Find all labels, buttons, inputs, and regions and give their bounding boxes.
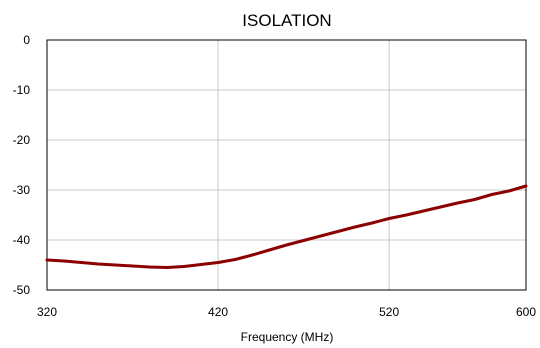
x-axis-label: Frequency (MHz)	[241, 330, 334, 344]
chart-title: ISOLATION	[242, 11, 331, 30]
series-line	[45, 184, 528, 269]
y-tick-label: -40	[13, 233, 31, 247]
y-tick-label: -30	[13, 183, 31, 197]
plot-area: 0 -10 -20 -30 -40 -50 320 420 520 600	[13, 33, 537, 319]
y-tick-label: -50	[13, 283, 31, 297]
x-tick-label: 600	[516, 305, 536, 319]
plot-frame	[46, 39, 527, 291]
y-tick-label: -10	[13, 83, 31, 97]
y-tick-label: 0	[23, 33, 30, 47]
x-tick-label: 320	[37, 305, 57, 319]
x-tick-label: 520	[379, 305, 399, 319]
y-tick-label: -20	[13, 133, 31, 147]
x-tick-label: 420	[208, 305, 228, 319]
